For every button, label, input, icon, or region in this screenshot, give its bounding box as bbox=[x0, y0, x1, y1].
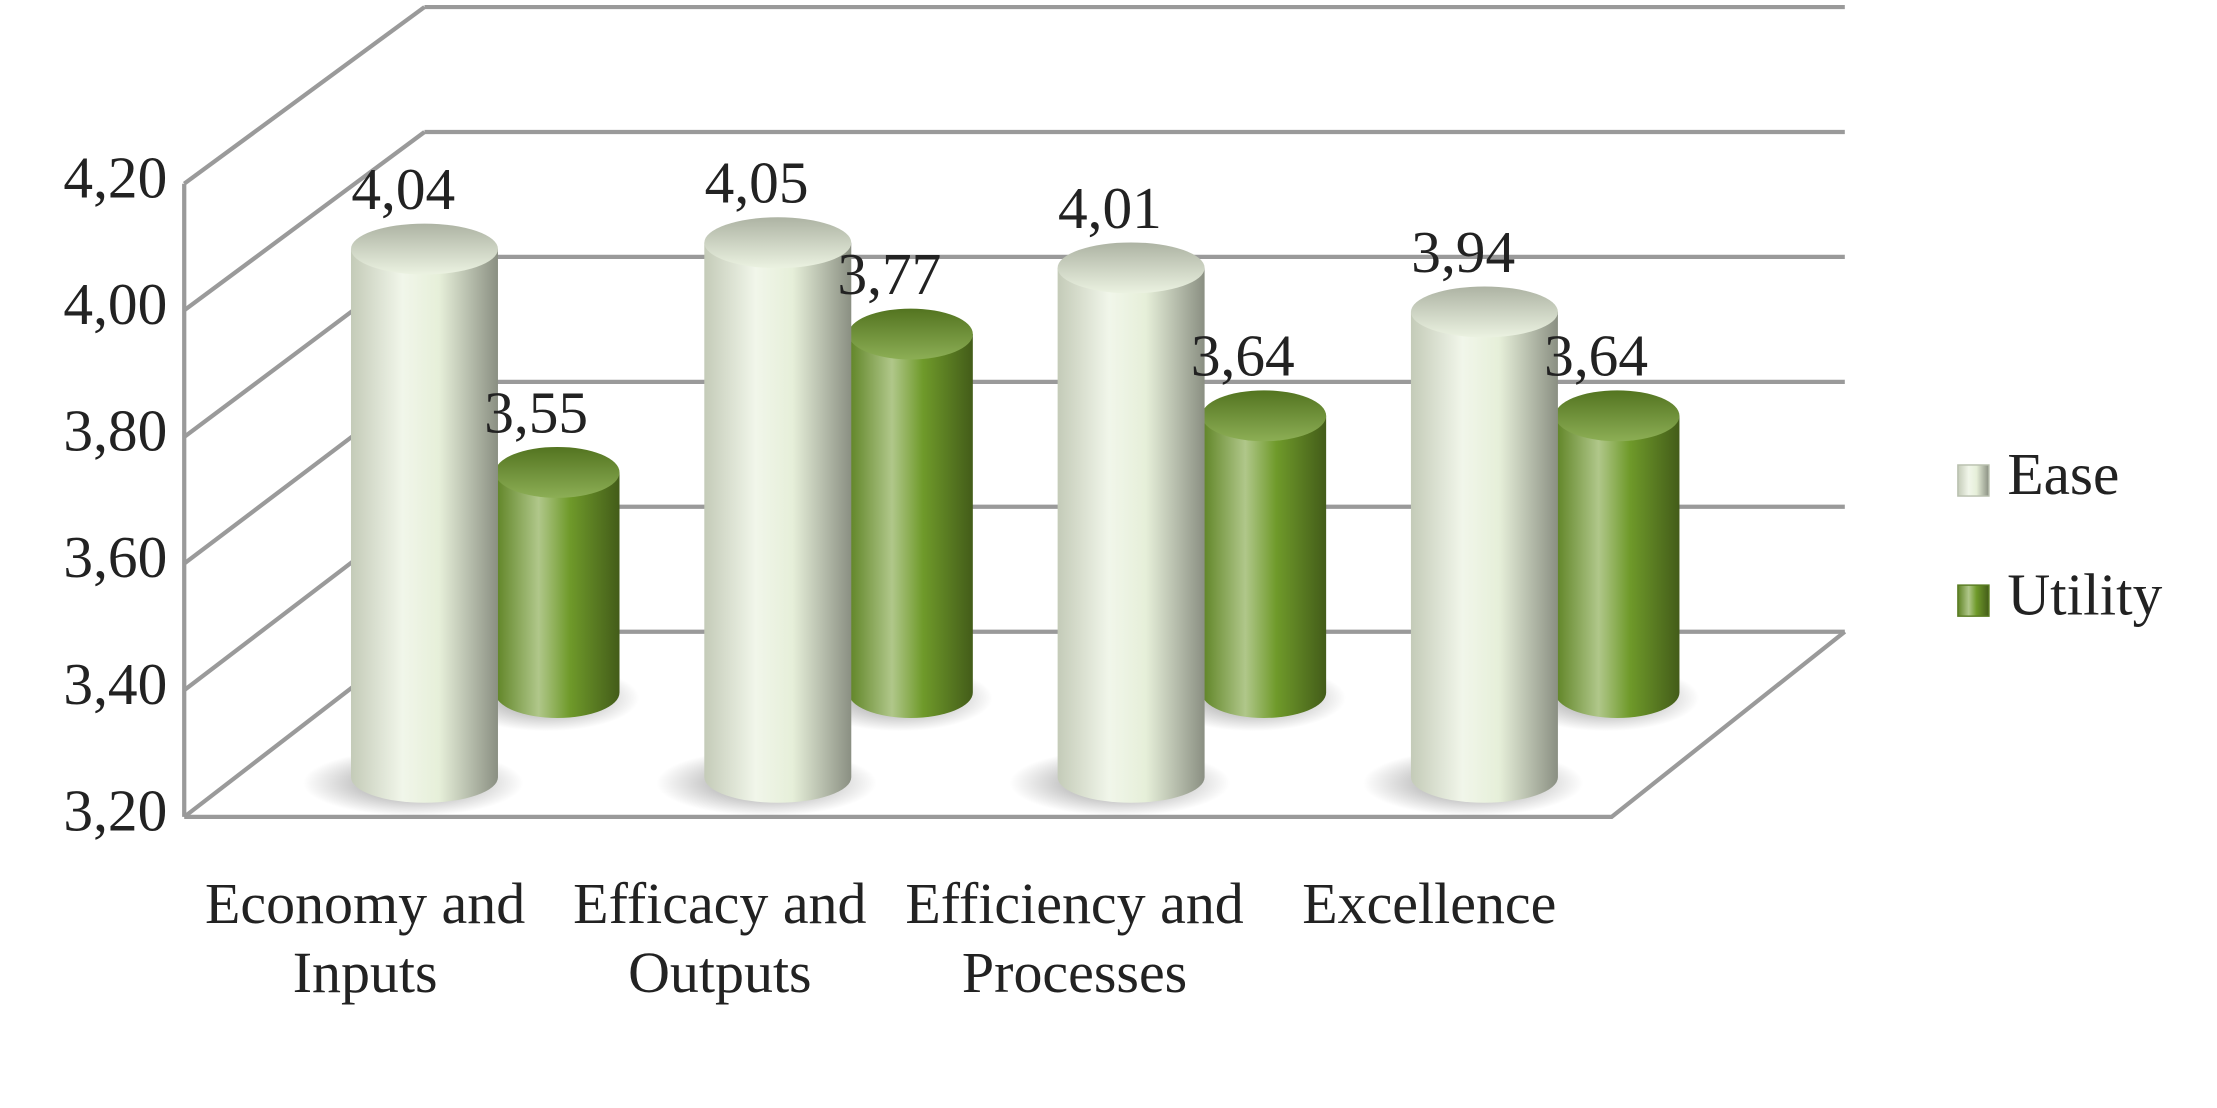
x-tick-label-box: Excellence bbox=[1302, 870, 1557, 936]
legend-label: Utility bbox=[2007, 561, 2162, 627]
bar-top bbox=[350, 223, 498, 275]
x-tick-label: Efficacy and Outputs bbox=[573, 870, 867, 1006]
y-tick-label: 3,40 bbox=[63, 651, 167, 717]
bar-top bbox=[1410, 286, 1558, 338]
bar bbox=[1410, 311, 1558, 803]
legend-label: Ease bbox=[2007, 441, 2119, 507]
bar bbox=[1201, 415, 1327, 718]
y-tick-label: 4,20 bbox=[63, 144, 167, 210]
bar bbox=[495, 472, 620, 718]
bar-top bbox=[1057, 242, 1205, 294]
y-tick-label: 4,00 bbox=[63, 271, 167, 337]
bar-top bbox=[1555, 390, 1680, 442]
value-label: 3,64 bbox=[1544, 323, 1648, 389]
y-tick-label: 3,60 bbox=[63, 524, 167, 590]
grid-line-side bbox=[182, 5, 426, 186]
floor-edge bbox=[184, 630, 1847, 819]
value-label: 4,05 bbox=[705, 150, 809, 216]
value-label: 4,04 bbox=[351, 156, 455, 222]
x-tick-label: Excellence bbox=[1302, 870, 1557, 936]
grid-line-side bbox=[182, 130, 426, 313]
value-label: 4,01 bbox=[1058, 175, 1162, 241]
bar-top bbox=[495, 446, 620, 498]
x-tick-label-box: Economy and Inputs bbox=[205, 870, 526, 1006]
value-label: 3,94 bbox=[1411, 219, 1515, 285]
bar-top bbox=[848, 308, 973, 360]
bar bbox=[1555, 415, 1680, 718]
bar-top bbox=[1201, 390, 1327, 442]
bar bbox=[848, 334, 973, 718]
bar bbox=[1057, 267, 1205, 803]
legend-swatch bbox=[1957, 464, 1990, 497]
legend-swatch bbox=[1957, 584, 1990, 617]
x-tick-label-box: Efficiency and Processes bbox=[905, 870, 1244, 1006]
y-tick-label: 3,80 bbox=[63, 398, 167, 464]
value-label: 3,64 bbox=[1191, 323, 1295, 389]
x-tick-label-box: Efficacy and Outputs bbox=[573, 870, 867, 1006]
y-tick-label: 3,20 bbox=[63, 777, 167, 843]
bar-top bbox=[704, 217, 852, 269]
bar bbox=[350, 249, 498, 803]
value-label: 3,55 bbox=[484, 379, 588, 445]
bar bbox=[704, 242, 852, 803]
value-label: 3,77 bbox=[838, 241, 942, 307]
x-tick-label: Economy and Inputs bbox=[205, 870, 526, 1006]
x-tick-label: Efficiency and Processes bbox=[905, 870, 1244, 1006]
